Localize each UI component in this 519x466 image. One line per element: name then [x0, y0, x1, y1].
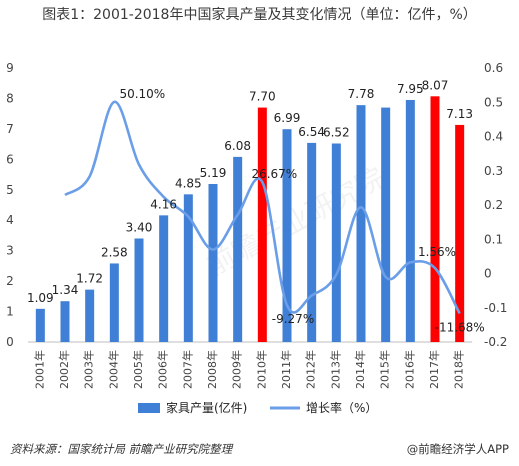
source-note: 资料来源：国家统计局 前瞻产业研究院整理 [10, 442, 233, 456]
bar [405, 99, 415, 342]
legend-line-label: 增长率（%） [306, 400, 377, 415]
x-axis-tick-label: 2012年 [304, 350, 318, 389]
left-axis-tick-label: 8 [6, 91, 14, 105]
x-axis-tick-label: 2006年 [156, 350, 170, 389]
line-series [64, 100, 461, 315]
x-axis-tick-label: 2001年 [32, 350, 46, 389]
growth-rate-line [64, 100, 461, 315]
bar-series [35, 96, 465, 343]
bar-data-label: 8.07 [422, 78, 449, 92]
line-data-label: -11.68% [435, 321, 485, 335]
x-axis-tick-label: 2004年 [106, 350, 120, 389]
bar-data-label: 3.40 [126, 220, 153, 234]
bar [282, 129, 292, 342]
bar-data-label: 7.95 [397, 82, 424, 96]
x-axis-tick-label: 2013年 [328, 350, 342, 389]
bar-data-label: 1.09 [27, 291, 54, 305]
bar [60, 301, 70, 342]
left-axis: 0 1 2 3 4 5 6 7 8 9 [6, 61, 14, 349]
x-axis-tick-label: 2011年 [279, 350, 293, 389]
line-data-labels: 50.10% 26.67% -9.27% 1.56% -11.68% [119, 87, 484, 335]
bar-data-label: 1.34 [52, 283, 79, 297]
chart-title: 图表1：2001-2018年中国家具产量及其变化情况（单位：亿件，%） [42, 7, 477, 23]
bar-data-label: 6.99 [274, 111, 301, 125]
left-axis-tick-label: 3 [6, 244, 14, 258]
x-axis: 2001年 2002年 2003年 2004年 2005年 2006年 2007年 2008年… [28, 341, 472, 389]
x-axis-tick-label: 2002年 [57, 350, 71, 389]
bar [257, 107, 267, 342]
bar-data-label: 6.54 [298, 125, 325, 139]
left-axis-tick-label: 2 [6, 274, 14, 288]
bar [430, 96, 440, 343]
x-axis-tick-label: 2017年 [427, 350, 441, 389]
bar-data-label: 5.19 [200, 166, 227, 180]
bar [233, 156, 243, 342]
left-axis-tick-label: 1 [6, 305, 14, 319]
x-axis-tick-label: 2015年 [378, 350, 392, 389]
x-axis-tick-label: 2003年 [82, 350, 96, 389]
x-axis-tick-label: 2018年 [452, 350, 466, 389]
bar-data-label: 1.72 [76, 272, 103, 286]
x-axis-tick-label: 2016年 [402, 350, 416, 389]
bar-data-label: 6.52 [323, 126, 350, 140]
x-axis-tick-label: 2010年 [254, 350, 268, 389]
bar [159, 215, 169, 342]
bar [356, 105, 366, 343]
left-axis-tick-label: 7 [6, 122, 14, 136]
line-data-label: -9.27% [272, 312, 314, 326]
left-axis-tick-label: 6 [6, 152, 14, 166]
x-axis-tick-label: 2009年 [230, 350, 244, 389]
right-axis-tick-label: 0.6 [484, 61, 503, 75]
x-axis-tick-label: 2005年 [131, 350, 145, 389]
x-axis-tick-label: 2008年 [205, 350, 219, 389]
brand-credit: @前瞻经济学人APP [406, 442, 509, 456]
bar [109, 263, 119, 342]
bar [85, 289, 95, 342]
right-axis-tick-label: -0.1 [484, 301, 507, 315]
right-axis: -0.2 -0.1 0 0.1 0.2 0.3 0.4 0.5 0.6 [484, 61, 507, 349]
bar-data-label: 7.13 [446, 107, 473, 121]
bar-data-label: 4.16 [150, 197, 177, 211]
x-axis-tick-label: 2014年 [353, 350, 367, 389]
line-data-label: 26.67% [251, 167, 297, 181]
legend-bar-swatch [138, 403, 160, 413]
bar-data-labels: 1.091.341.72 2.58 3.40 4.16 4.855.19 6.08 7.70… [27, 78, 473, 305]
right-axis-tick-label: 0.1 [484, 232, 503, 246]
left-axis-tick-label: 9 [6, 61, 14, 75]
right-axis-tick-label: 0.4 [484, 130, 503, 144]
line-data-label: 1.56% [418, 245, 456, 259]
legend: 家具产量(亿件) 增长率（%） [138, 400, 377, 415]
bar-data-label: 2.58 [101, 245, 128, 259]
bar-data-label: 4.85 [175, 176, 202, 190]
right-axis-tick-label: 0.2 [484, 198, 503, 212]
right-axis-tick-label: 0 [484, 267, 492, 281]
line-data-label: 50.10% [119, 87, 165, 101]
right-axis-tick-label: 0.5 [484, 95, 503, 109]
bar [455, 124, 465, 342]
bar-data-label: 6.08 [224, 139, 251, 153]
left-axis-tick-label: 0 [6, 335, 14, 349]
right-axis-tick-label: 0.3 [484, 164, 503, 178]
bar [134, 238, 144, 342]
left-axis-tick-label: 4 [6, 213, 14, 227]
bar [35, 308, 45, 342]
bar [307, 142, 317, 342]
legend-bar-label: 家具产量(亿件) [166, 400, 247, 415]
bar [208, 183, 218, 342]
x-axis-tick-label: 2007年 [180, 350, 194, 389]
left-axis-tick-label: 5 [6, 183, 14, 197]
bar [183, 194, 193, 342]
bar-data-label: 7.70 [249, 90, 276, 104]
bar [331, 143, 341, 342]
bar [381, 107, 391, 342]
right-axis-tick-label: -0.2 [484, 335, 507, 349]
bar-data-label: 7.78 [348, 87, 375, 101]
